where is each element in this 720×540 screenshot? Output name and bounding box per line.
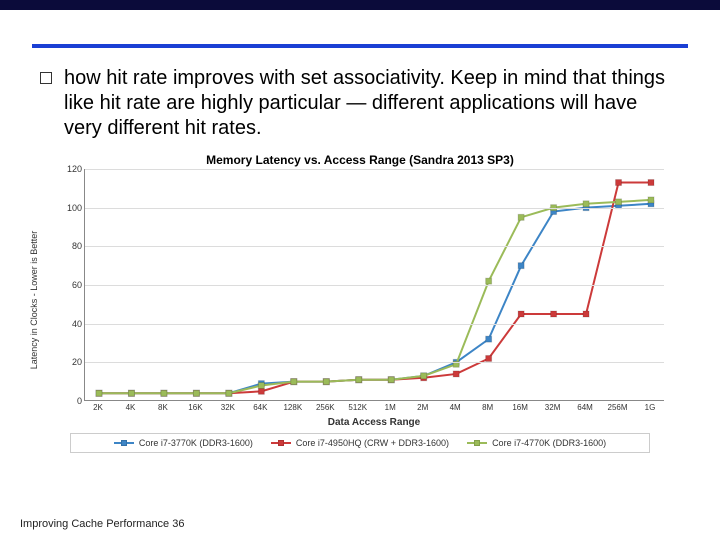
y-tick-label: 80 <box>64 241 82 251</box>
x-tick-label: 64K <box>253 403 267 412</box>
x-tick-label: 8M <box>482 403 493 412</box>
series-marker <box>648 197 654 203</box>
x-tick-label: 128K <box>283 403 302 412</box>
series-marker <box>486 336 492 342</box>
series-marker <box>258 388 264 394</box>
series-marker <box>616 180 622 186</box>
legend-swatch-icon <box>271 439 291 447</box>
slide-footer: Improving Cache Performance 36 <box>20 518 184 530</box>
series-marker <box>356 377 362 383</box>
series-marker <box>518 311 524 317</box>
x-tick-label: 2K <box>93 403 103 412</box>
series-marker <box>583 311 589 317</box>
x-tick-label: 64M <box>577 403 593 412</box>
bullet-item: how hit rate improves with set associati… <box>40 66 680 141</box>
x-tick-label: 256K <box>316 403 335 412</box>
y-tick-label: 100 <box>64 203 82 213</box>
series-line <box>99 200 651 393</box>
grid-line <box>85 285 664 286</box>
series-marker <box>453 371 459 377</box>
x-tick-label: 32K <box>221 403 235 412</box>
series-marker <box>616 199 622 205</box>
legend-swatch-icon <box>114 439 134 447</box>
plot-region <box>84 169 664 401</box>
series-marker <box>96 390 102 396</box>
legend-label: Core i7-4950HQ (CRW + DDR3-1600) <box>296 438 449 448</box>
y-axis-label: Latency in Clocks - Lower is Better <box>29 231 39 370</box>
series-marker <box>161 390 167 396</box>
x-tick-label: 32M <box>545 403 561 412</box>
grid-line <box>85 169 664 170</box>
series-marker <box>323 379 329 385</box>
x-tick-label: 512K <box>348 403 367 412</box>
x-tick-label: 1G <box>645 403 656 412</box>
y-tick-label: 60 <box>64 280 82 290</box>
y-tick-label: 40 <box>64 319 82 329</box>
series-marker <box>551 311 557 317</box>
legend-item: Core i7-3770K (DDR3-1600) <box>114 438 253 448</box>
x-tick-label: 16M <box>512 403 528 412</box>
x-axis-label: Data Access Range <box>84 417 664 428</box>
bullet-text: how hit rate improves with set associati… <box>64 66 680 141</box>
grid-line <box>85 362 664 363</box>
series-marker <box>193 390 199 396</box>
series-marker <box>291 379 297 385</box>
x-tick-label: 4K <box>126 403 136 412</box>
header-separator <box>32 44 688 48</box>
x-tick-label: 4M <box>450 403 461 412</box>
x-tick-label: 2M <box>417 403 428 412</box>
series-marker <box>486 355 492 361</box>
series-marker <box>421 373 427 379</box>
legend-item: Core i7-4950HQ (CRW + DDR3-1600) <box>271 438 449 448</box>
title-bar <box>0 0 720 10</box>
bullet-square-icon <box>40 72 52 84</box>
series-marker <box>226 390 232 396</box>
x-tick-label: 8K <box>158 403 168 412</box>
chart-legend: Core i7-3770K (DDR3-1600) Core i7-4950HQ … <box>70 433 650 453</box>
chart-area: Latency in Clocks - Lower is Better Data… <box>40 169 680 431</box>
y-tick-label: 20 <box>64 357 82 367</box>
series-marker <box>518 263 524 269</box>
legend-swatch-icon <box>467 439 487 447</box>
series-line <box>99 204 651 393</box>
legend-label: Core i7-4770K (DDR3-1600) <box>492 438 606 448</box>
chart-title: Memory Latency vs. Access Range (Sandra … <box>40 153 680 167</box>
x-tick-label: 16K <box>188 403 202 412</box>
y-tick-label: 120 <box>64 164 82 174</box>
x-tick-label: 1M <box>385 403 396 412</box>
series-marker <box>128 390 134 396</box>
legend-label: Core i7-3770K (DDR3-1600) <box>139 438 253 448</box>
series-marker <box>486 278 492 284</box>
latency-chart: Memory Latency vs. Access Range (Sandra … <box>40 153 680 453</box>
series-marker <box>518 214 524 220</box>
series-marker <box>583 201 589 207</box>
series-marker <box>388 377 394 383</box>
legend-item: Core i7-4770K (DDR3-1600) <box>467 438 606 448</box>
x-tick-label: 256M <box>608 403 628 412</box>
series-marker <box>648 180 654 186</box>
series-marker <box>258 383 264 389</box>
grid-line <box>85 324 664 325</box>
grid-line <box>85 208 664 209</box>
y-tick-label: 0 <box>64 396 82 406</box>
grid-line <box>85 246 664 247</box>
